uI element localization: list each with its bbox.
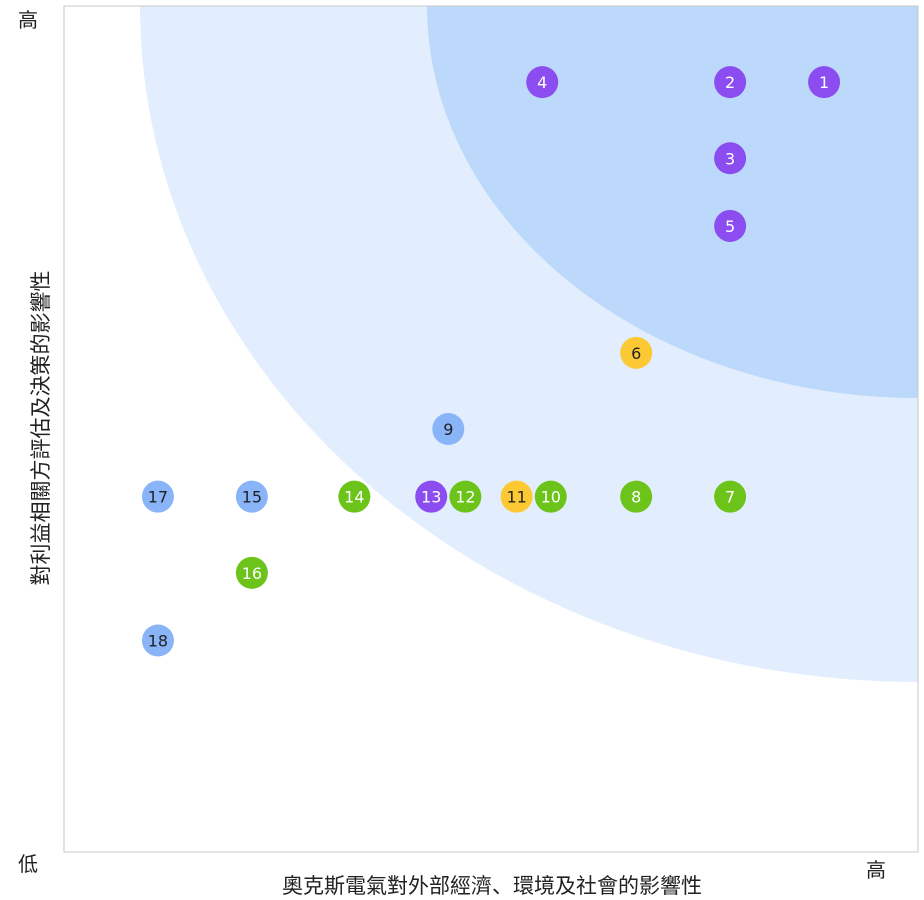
data-point-marker [526, 66, 559, 99]
data-point-6: 6 [620, 336, 653, 369]
y-axis-title: 對利益相關方評估及決策的影響性 [29, 270, 53, 586]
data-point-label: 10 [541, 488, 561, 507]
data-point-marker [141, 480, 174, 513]
data-point-marker [141, 624, 174, 657]
data-point-10: 10 [534, 480, 567, 513]
data-point-marker [235, 556, 268, 589]
data-point-17: 17 [141, 480, 174, 513]
data-point-marker [620, 480, 653, 513]
data-point-marker [534, 480, 567, 513]
data-point-label: 3 [725, 149, 735, 168]
data-point-13: 13 [415, 480, 448, 513]
data-point-18: 18 [141, 624, 174, 657]
data-point-marker [714, 209, 747, 242]
data-point-marker [432, 413, 465, 445]
data-point-11: 11 [500, 480, 533, 513]
y-axis-low-label: 低 [18, 852, 38, 876]
data-point-marker [620, 336, 653, 369]
data-point-label: 5 [725, 217, 735, 236]
data-point-marker [338, 480, 371, 513]
data-point-marker [500, 480, 533, 513]
data-point-1: 1 [808, 66, 841, 99]
data-point-12: 12 [449, 480, 482, 513]
data-point-marker [808, 66, 841, 99]
data-point-marker [235, 480, 268, 513]
data-point-marker [714, 66, 747, 99]
data-point-3: 3 [714, 142, 747, 175]
data-point-7: 7 [714, 480, 747, 513]
data-point-label: 7 [725, 488, 735, 507]
data-point-label: 6 [631, 344, 641, 363]
data-point-label: 2 [725, 73, 735, 92]
data-point-16: 16 [235, 556, 268, 589]
data-point-4: 4 [526, 66, 559, 99]
data-point-8: 8 [620, 480, 653, 513]
data-point-marker [415, 480, 448, 513]
data-point-label: 16 [242, 564, 262, 583]
data-point-label: 15 [242, 488, 262, 507]
data-point-label: 17 [148, 488, 168, 507]
data-point-15: 15 [235, 480, 268, 513]
data-point-label: 11 [506, 488, 526, 507]
data-point-2: 2 [714, 66, 747, 99]
band-inner [427, 6, 918, 398]
data-point-label: 18 [148, 632, 168, 651]
data-point-label: 8 [631, 488, 641, 507]
data-point-label: 4 [537, 73, 547, 92]
data-point-marker [714, 142, 747, 175]
data-point-label: 9 [443, 420, 453, 439]
data-point-label: 13 [421, 488, 441, 507]
x-axis-title: 奧克斯電氣對外部經濟、環境及社會的影響性 [282, 874, 702, 898]
data-point-14: 14 [338, 480, 371, 513]
data-point-marker [714, 480, 747, 513]
plot-frame [63, 5, 919, 853]
chart-bands [140, 6, 918, 682]
y-axis-high-label: 高 [18, 8, 38, 32]
data-point-label: 14 [344, 488, 364, 507]
data-point-marker [449, 480, 482, 513]
data-point-5: 5 [714, 209, 747, 242]
x-axis-high-label: 高 [866, 858, 886, 882]
data-point-label: 12 [455, 488, 475, 507]
data-point-label: 1 [819, 73, 829, 92]
data-point-9: 9 [432, 413, 465, 445]
